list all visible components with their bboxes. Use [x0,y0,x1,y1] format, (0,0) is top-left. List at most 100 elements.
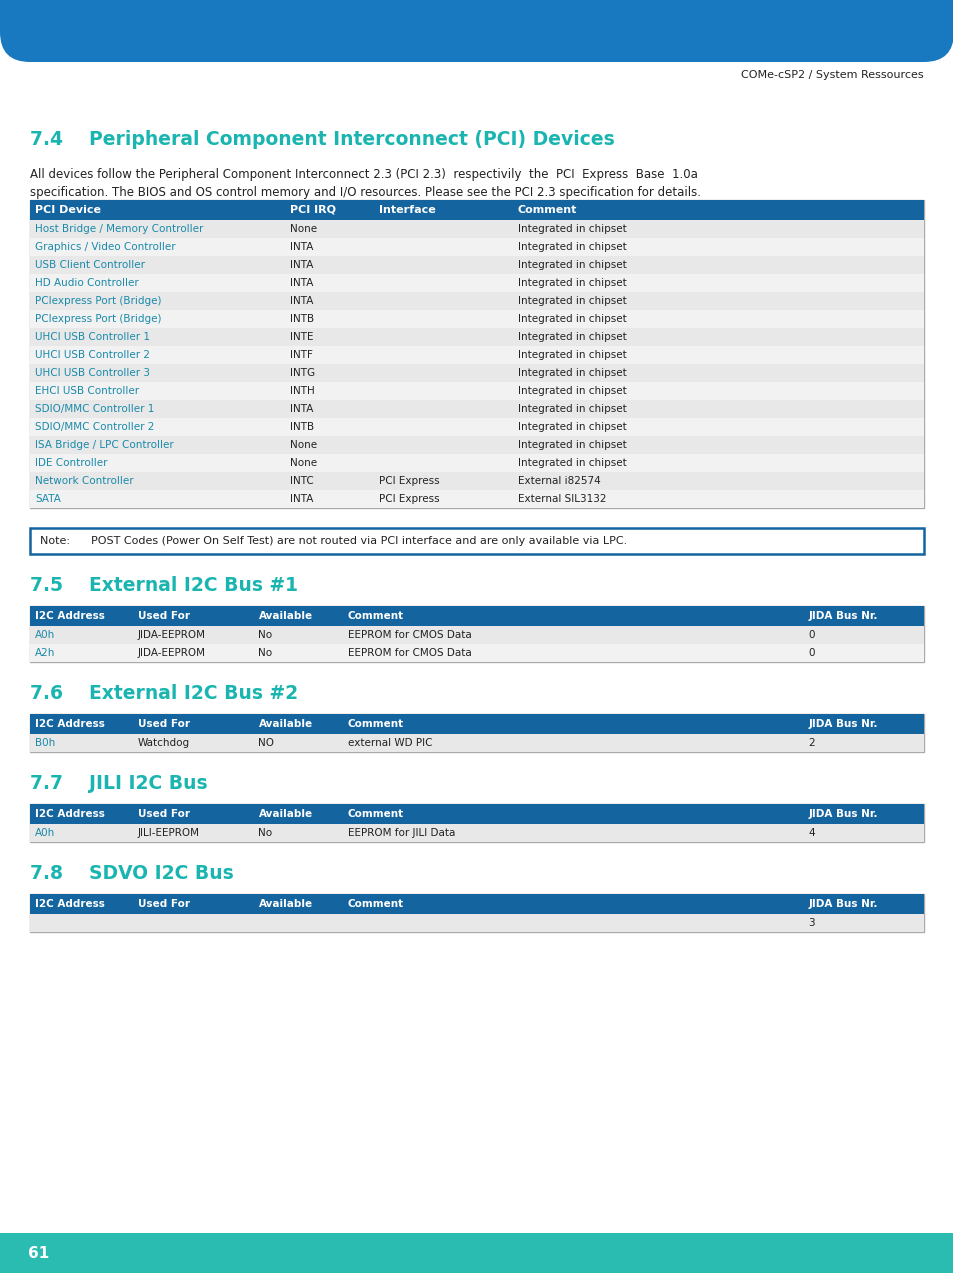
Text: 7.8    SDVO I2C Bus: 7.8 SDVO I2C Bus [30,864,233,883]
Bar [30,894,923,914]
Text: Integrated in chipset: Integrated in chipset [517,404,626,414]
Bar [30,714,923,735]
Bar [30,220,923,238]
Text: Network Controller: Network Controller [35,476,133,486]
Text: JIDA Bus Nr.: JIDA Bus Nr. [807,810,877,819]
Bar [30,346,923,364]
Bar [30,805,923,824]
Bar [30,364,923,382]
Text: 3: 3 [807,918,814,928]
Text: INTA: INTA [290,278,313,288]
Text: External i82574: External i82574 [517,476,599,486]
Text: SDIO/MMC Controller 1: SDIO/MMC Controller 1 [35,404,154,414]
Bar [30,914,923,932]
Text: External SIL3132: External SIL3132 [517,494,605,504]
Text: Integrated in chipset: Integrated in chipset [517,314,626,325]
Bar [30,200,923,220]
Text: JILI-EEPROM: JILI-EEPROM [137,827,199,838]
Bar [30,824,923,841]
Text: INTA: INTA [290,242,313,252]
Text: Integrated in chipset: Integrated in chipset [517,368,626,378]
Text: INTC: INTC [290,476,314,486]
Text: 61: 61 [28,1245,50,1260]
Text: 2: 2 [807,738,814,749]
Text: No: No [258,630,273,640]
Text: A0h: A0h [35,827,55,838]
Text: NO: NO [258,738,274,749]
Text: INTB: INTB [290,314,314,325]
Text: INTA: INTA [290,297,313,306]
Bar [30,292,923,311]
Text: EEPROM for JILI Data: EEPROM for JILI Data [348,827,455,838]
Text: SATA: SATA [35,494,61,504]
Text: None: None [290,224,316,234]
Text: INTH: INTH [290,386,314,396]
Text: Watchdog: Watchdog [137,738,190,749]
Bar [30,894,923,932]
Text: 0: 0 [807,648,814,658]
Text: B0h: B0h [35,738,55,749]
Text: A2h: A2h [35,648,55,658]
Text: Host Bridge / Memory Controller: Host Bridge / Memory Controller [35,224,203,234]
Bar [30,528,923,554]
Text: 4: 4 [807,827,814,838]
Text: Integrated in chipset: Integrated in chipset [517,260,626,270]
Bar [30,606,923,662]
Text: INTG: INTG [290,368,314,378]
Text: Used For: Used For [137,719,190,729]
FancyBboxPatch shape [0,0,953,62]
Bar [30,274,923,292]
Text: Used For: Used For [137,899,190,909]
Bar [30,454,923,472]
Text: Integrated in chipset: Integrated in chipset [517,332,626,342]
Text: EEPROM for CMOS Data: EEPROM for CMOS Data [348,648,471,658]
Text: JIDA Bus Nr.: JIDA Bus Nr. [807,611,877,621]
Text: INTA: INTA [290,404,313,414]
Text: Integrated in chipset: Integrated in chipset [517,242,626,252]
Bar [30,626,923,644]
Text: I2C Address: I2C Address [35,899,105,909]
Bar [0,1234,953,1273]
Bar [30,435,923,454]
Text: HD Audio Controller: HD Audio Controller [35,278,138,288]
Bar [30,400,923,418]
Text: Note:      POST Codes (Power On Self Test) are not routed via PCI interface and : Note: POST Codes (Power On Self Test) ar… [40,536,626,546]
Text: INTA: INTA [290,260,313,270]
Text: None: None [290,440,316,449]
Text: PCI Express: PCI Express [378,476,439,486]
Text: SDIO/MMC Controller 2: SDIO/MMC Controller 2 [35,423,154,432]
Text: Integrated in chipset: Integrated in chipset [517,423,626,432]
Bar [30,328,923,346]
Text: PCIexpress Port (Bridge): PCIexpress Port (Bridge) [35,297,161,306]
Bar [30,256,923,274]
Bar [30,644,923,662]
Text: specification. The BIOS and OS control memory and I/O resources. Please see the : specification. The BIOS and OS control m… [30,186,700,199]
Text: JIDA Bus Nr.: JIDA Bus Nr. [807,719,877,729]
Bar [30,490,923,508]
Text: None: None [290,458,316,468]
Text: PCI IRQ: PCI IRQ [290,205,335,215]
Text: UHCI USB Controller 1: UHCI USB Controller 1 [35,332,150,342]
Text: No: No [258,648,273,658]
Text: Comment: Comment [348,611,404,621]
Text: UHCI USB Controller 3: UHCI USB Controller 3 [35,368,150,378]
Text: ISA Bridge / LPC Controller: ISA Bridge / LPC Controller [35,440,173,449]
Text: I2C Address: I2C Address [35,810,105,819]
Text: A0h: A0h [35,630,55,640]
Text: Comment: Comment [348,719,404,729]
Text: Graphics / Video Controller: Graphics / Video Controller [35,242,175,252]
Text: Comment: Comment [517,205,577,215]
Text: JIDA-EEPROM: JIDA-EEPROM [137,630,206,640]
Text: Available: Available [258,719,313,729]
Bar [30,805,923,841]
Text: INTE: INTE [290,332,313,342]
Text: Used For: Used For [137,611,190,621]
Text: Integrated in chipset: Integrated in chipset [517,440,626,449]
Bar [0,0,953,62]
Text: All devices follow the Peripheral Component Interconnect 2.3 (PCI 2.3)  respecti: All devices follow the Peripheral Compon… [30,168,698,181]
Text: Integrated in chipset: Integrated in chipset [517,386,626,396]
Text: UHCI USB Controller 2: UHCI USB Controller 2 [35,350,150,360]
Bar [30,238,923,256]
Text: JIDA Bus Nr.: JIDA Bus Nr. [807,899,877,909]
Text: 7.5    External I2C Bus #1: 7.5 External I2C Bus #1 [30,575,297,594]
